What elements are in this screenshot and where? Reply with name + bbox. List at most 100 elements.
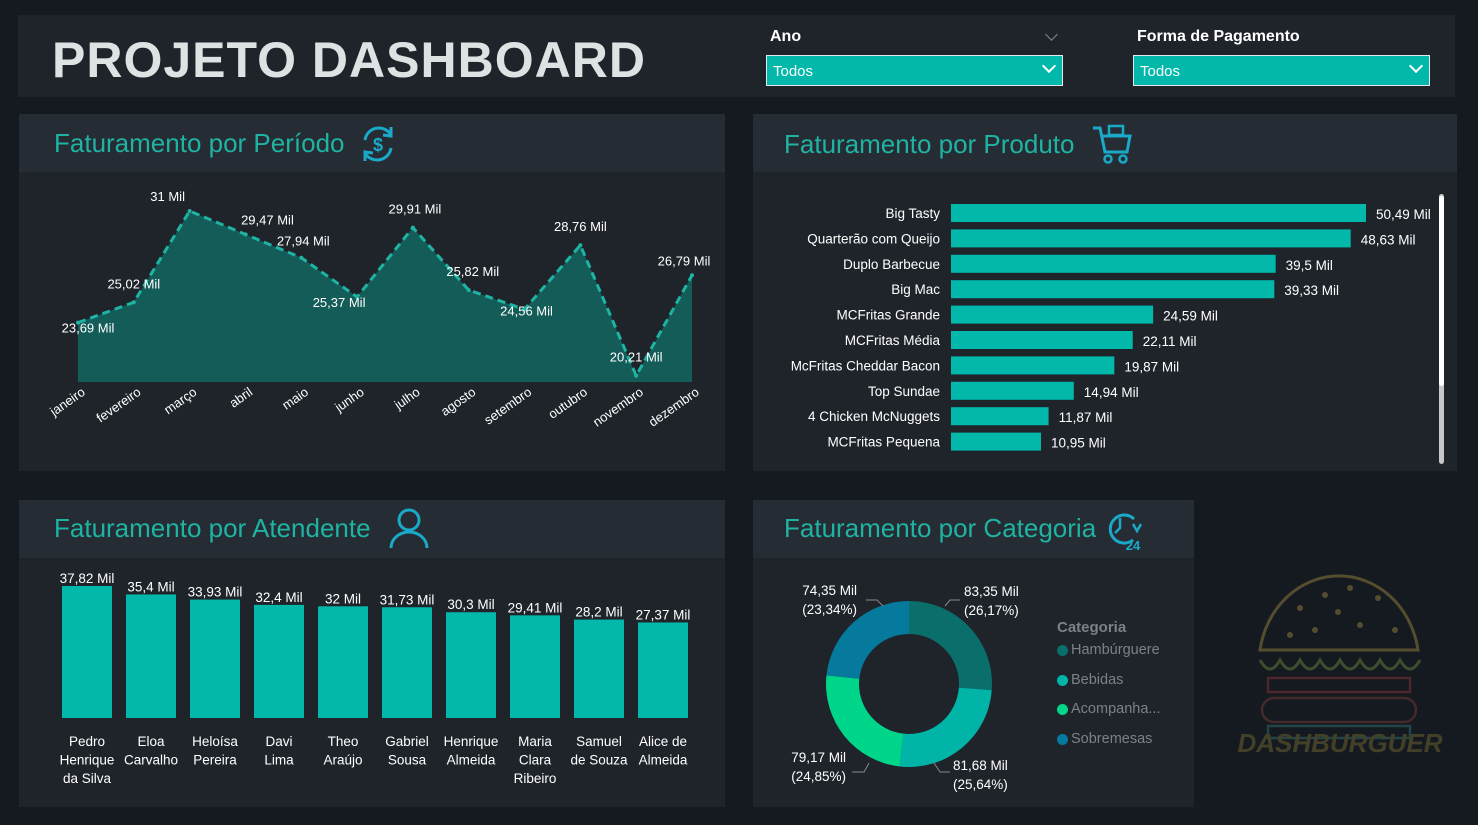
- filter-ano-value: Todos: [773, 63, 814, 80]
- data-point: [410, 225, 415, 230]
- bar: [638, 622, 688, 718]
- x-tick-label: Maria: [518, 734, 552, 749]
- y-tick-label: MCFritas Média: [845, 333, 941, 348]
- panel-title: Faturamento por Produto: [784, 129, 1075, 159]
- filter-pagamento-value: Todos: [1140, 63, 1181, 80]
- data-point: [634, 373, 639, 378]
- data-label: 28,76 Mil: [554, 219, 607, 234]
- data-label: 79,17 Mil: [791, 750, 846, 765]
- data-label: 29,91 Mil: [389, 202, 442, 217]
- leader-line: [944, 599, 960, 607]
- data-label: 14,94 Mil: [1084, 385, 1139, 400]
- data-label: 19,87 Mil: [1124, 359, 1179, 374]
- data-label-pct: (24,85%): [791, 769, 846, 784]
- x-tick-label: Ribeiro: [514, 771, 557, 786]
- data-label: 23,69 Mil: [62, 321, 115, 336]
- bar: [62, 586, 112, 718]
- donut-slice: [826, 601, 909, 679]
- panel-header: Faturamento por Período $: [19, 114, 725, 172]
- scrollbar[interactable]: [1439, 194, 1444, 464]
- data-label: 35,4 Mil: [127, 579, 174, 594]
- panel-header: Faturamento por Atendente: [19, 500, 725, 558]
- bar: [510, 615, 560, 718]
- legend-item[interactable]: Hambúrguere: [1057, 642, 1160, 672]
- dashburguer-logo: DASHBURGUER: [1237, 574, 1443, 758]
- data-label: 25,02 Mil: [107, 276, 160, 291]
- logo-text: DASHBURGUER: [1237, 728, 1442, 758]
- panel-header: Faturamento por Categoria 24: [753, 500, 1194, 558]
- dollar-refresh-icon: $: [363, 126, 393, 162]
- data-label-pct: (23,34%): [802, 602, 857, 617]
- data-point: [355, 294, 360, 299]
- leader-line: [866, 599, 884, 607]
- data-label: 48,63 Mil: [1361, 232, 1416, 247]
- filter-ano-label: Ano: [770, 28, 802, 45]
- x-tick-label: Araújo: [323, 753, 362, 768]
- data-label: 32 Mil: [325, 591, 361, 606]
- x-tick-label: Clara: [519, 753, 552, 768]
- bar: [446, 612, 496, 718]
- data-label: 74,35 Mil: [802, 583, 857, 598]
- bar: [951, 407, 1049, 426]
- y-tick-label: Big Tasty: [885, 206, 940, 221]
- scrollbar-thumb[interactable]: [1439, 196, 1444, 386]
- data-label: 24,56 Mil: [500, 303, 553, 318]
- data-label: 31 Mil: [150, 189, 185, 204]
- donut-chart-categoria: 83,35 Mil (26,17%) 81,68 Mil (25,64%) 79,17 …: [791, 583, 1019, 792]
- donut-slice: [909, 601, 992, 691]
- data-label: 39,33 Mil: [1284, 283, 1339, 298]
- legend-title: Categoria: [1057, 619, 1127, 636]
- data-label: 39,5 Mil: [1286, 258, 1333, 273]
- bar: [951, 356, 1115, 375]
- filter-ano-select[interactable]: Todos: [766, 55, 1063, 86]
- x-tick-label: Henrique: [60, 753, 115, 768]
- bar: [190, 599, 240, 718]
- data-label: 29,41 Mil: [508, 600, 563, 615]
- x-tick-label: Pereira: [193, 753, 237, 768]
- bar: [951, 331, 1133, 349]
- panel-title: Faturamento por Atendente: [54, 513, 371, 543]
- y-tick-label: Top Sundae: [868, 384, 940, 399]
- legend-item[interactable]: Bebidas: [1057, 672, 1160, 702]
- legend-label: Hambúrguere: [1071, 642, 1160, 658]
- legend-item[interactable]: Sobremesas: [1057, 731, 1160, 761]
- legend-label: Sobremesas: [1071, 730, 1153, 747]
- panel-header: Faturamento por Produto: [753, 114, 1457, 172]
- data-label: 83,35 Mil: [964, 584, 1019, 599]
- bar: [318, 606, 368, 718]
- svg-text:24: 24: [1126, 538, 1141, 552]
- panel-faturamento-produto: Faturamento por Produto: [753, 114, 1457, 471]
- data-label: 50,49 Mil: [1376, 207, 1431, 222]
- page-title: PROJETO DASHBOARD: [52, 32, 646, 88]
- x-tick-label: Heloísa: [192, 734, 238, 749]
- shopping-cart-icon: [1093, 124, 1132, 164]
- y-tick-label: Big Mac: [891, 282, 940, 297]
- data-point: [578, 243, 583, 248]
- y-tick-label: Quarterão com Queijo: [807, 231, 940, 246]
- bar: [126, 594, 176, 718]
- legend-marker: [1057, 704, 1068, 715]
- bar: [951, 229, 1351, 248]
- clock-24-icon: 24: [1108, 513, 1143, 552]
- data-label: 32,4 Mil: [255, 590, 302, 605]
- bar: [951, 280, 1275, 299]
- data-label: 27,37 Mil: [636, 607, 691, 622]
- panel-title: Faturamento por Categoria: [784, 513, 1097, 543]
- x-tick-label: Gabriel: [385, 734, 429, 749]
- legend-marker: [1057, 733, 1068, 745]
- bar: [254, 604, 304, 718]
- data-point: [76, 320, 80, 325]
- y-tick-label: McFritas Cheddar Bacon: [791, 358, 940, 373]
- bar-chart-atendente: 37,82 Mil Pedro Henrique da Silva 35,4 Mil El…: [60, 571, 691, 786]
- area-fill: [78, 211, 692, 382]
- data-label: 24,59 Mil: [1163, 309, 1218, 324]
- filter-pagamento-select[interactable]: Todos: [1133, 55, 1430, 86]
- x-tick-label: Alice de: [639, 734, 687, 749]
- y-tick-label: 4 Chicken McNuggets: [808, 409, 940, 424]
- legend-item[interactable]: Acompanha...: [1057, 701, 1160, 731]
- panel-title: Faturamento por Período: [54, 128, 345, 158]
- bar: [382, 607, 432, 718]
- legend-label: Bebidas: [1071, 671, 1124, 688]
- x-tick-label: Davi: [265, 734, 292, 749]
